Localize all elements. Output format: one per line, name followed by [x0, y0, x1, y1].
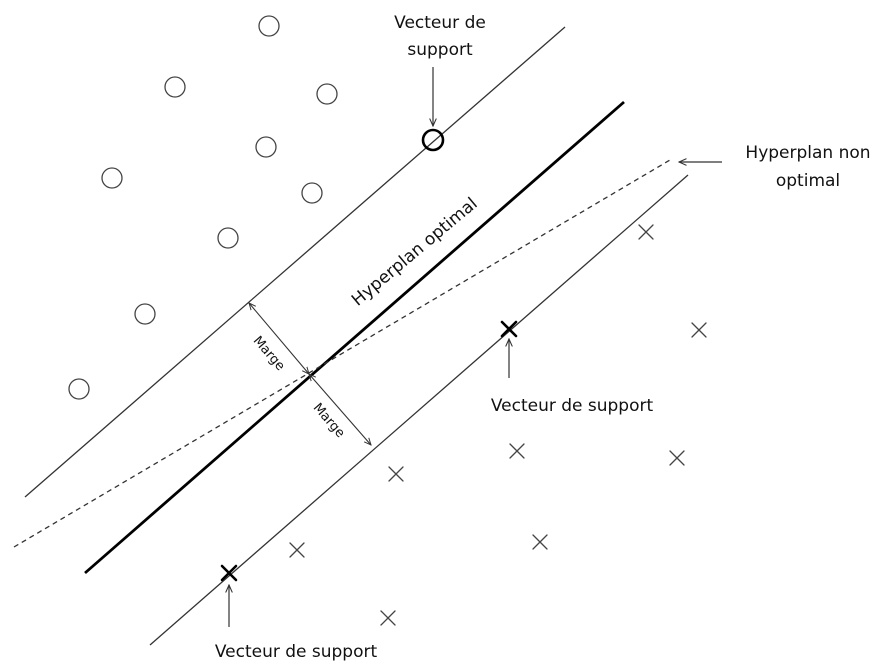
class-b-point [638, 224, 654, 240]
label-support-mid: Vecteur de support [491, 396, 654, 416]
upper-margin-line [24, 26, 566, 498]
class-b-point [289, 542, 305, 558]
label-non-optimal-line2: optimal [776, 171, 840, 191]
non-optimal-hyperplane [13, 159, 671, 548]
label-support-top-line2: support [407, 40, 473, 60]
label-support-bottom: Vecteur de support [215, 642, 378, 662]
label-optimal-hyperplane: Hyperplan optimal [348, 194, 481, 311]
class-b-point [532, 534, 548, 550]
class-a-point [68, 378, 90, 400]
class-a-point [316, 83, 338, 105]
label-non-optimal-line1: Hyperplan non [745, 143, 870, 163]
margin-arrow-lower [309, 374, 371, 445]
class-a-point [258, 15, 280, 37]
support-vector-cross-bottom [220, 564, 238, 582]
class-a-point [255, 136, 277, 158]
class-a-point [301, 182, 323, 204]
class-a-point [217, 227, 239, 249]
margin-arrow-upper [249, 303, 309, 374]
label-support-top-line1: Vecteur de [394, 13, 486, 33]
label-margin-lower: Marge [310, 400, 348, 440]
class-b-point [669, 450, 685, 466]
class-a-point [134, 303, 156, 325]
class-a-point [164, 76, 186, 98]
class-b-point [691, 322, 707, 338]
label-margin-upper: Marge [250, 333, 288, 373]
class-a-points [68, 15, 338, 400]
class-a-point [101, 167, 123, 189]
support-vector-cross-mid [500, 320, 518, 338]
optimal-hyperplane [84, 100, 625, 575]
class-b-point [509, 443, 525, 459]
support-vector-circle [421, 128, 445, 152]
class-b-points [289, 224, 707, 626]
class-b-point [388, 466, 404, 482]
lower-margin-line [149, 174, 689, 646]
class-b-point [380, 610, 396, 626]
